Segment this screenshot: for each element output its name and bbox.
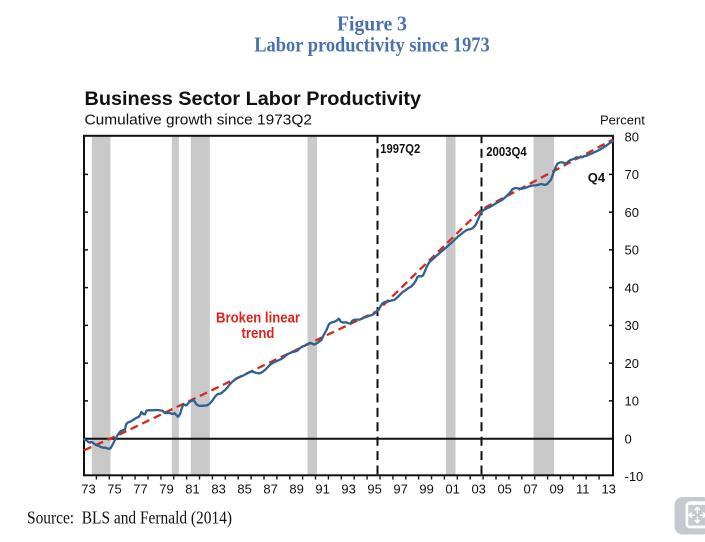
svg-text:1997Q2: 1997Q2 bbox=[380, 142, 420, 156]
svg-text:Labor productivity since 1973: Labor productivity since 1973 bbox=[254, 32, 490, 56]
svg-text:70: 70 bbox=[625, 167, 639, 182]
svg-text:91: 91 bbox=[315, 482, 329, 497]
svg-text:87: 87 bbox=[263, 482, 277, 497]
svg-text:Broken linear: Broken linear bbox=[216, 309, 300, 326]
svg-text:10: 10 bbox=[625, 394, 639, 409]
svg-text:60: 60 bbox=[625, 205, 639, 220]
svg-text:01: 01 bbox=[445, 482, 459, 497]
svg-text:75: 75 bbox=[107, 482, 121, 497]
svg-text:trend: trend bbox=[242, 325, 275, 342]
svg-text:80: 80 bbox=[625, 129, 639, 144]
svg-text:50: 50 bbox=[625, 243, 639, 258]
svg-text:79: 79 bbox=[159, 482, 173, 497]
svg-text:97: 97 bbox=[393, 482, 407, 497]
svg-text:95: 95 bbox=[367, 482, 381, 497]
svg-text:Q4: Q4 bbox=[588, 170, 606, 185]
svg-text:09: 09 bbox=[549, 482, 563, 497]
svg-text:05: 05 bbox=[497, 482, 511, 497]
svg-text:Cumulative growth since 1973Q2: Cumulative growth since 1973Q2 bbox=[85, 112, 313, 129]
svg-text:2003Q4: 2003Q4 bbox=[486, 145, 527, 159]
svg-text:Percent: Percent bbox=[600, 113, 645, 128]
svg-text:40: 40 bbox=[625, 280, 639, 295]
svg-text:73: 73 bbox=[81, 482, 95, 497]
svg-text:85: 85 bbox=[237, 482, 251, 497]
svg-text:11: 11 bbox=[576, 482, 590, 497]
svg-text:0: 0 bbox=[625, 431, 632, 446]
svg-text:-10: -10 bbox=[625, 469, 644, 484]
svg-text:93: 93 bbox=[341, 482, 355, 497]
svg-text:13: 13 bbox=[601, 482, 615, 497]
svg-text:77: 77 bbox=[133, 482, 147, 497]
svg-text:81: 81 bbox=[185, 482, 199, 497]
svg-text:99: 99 bbox=[419, 482, 433, 497]
svg-text:Source: BLS and Fernald (2014: Source: BLS and Fernald (2014) bbox=[27, 508, 232, 529]
svg-text:Figure 3: Figure 3 bbox=[337, 12, 407, 36]
svg-text:Business Sector Labor Producti: Business Sector Labor Productivity bbox=[85, 88, 422, 110]
svg-text:20: 20 bbox=[625, 356, 639, 371]
svg-text:07: 07 bbox=[523, 482, 537, 497]
svg-text:89: 89 bbox=[289, 482, 303, 497]
svg-text:83: 83 bbox=[211, 482, 225, 497]
svg-text:30: 30 bbox=[625, 318, 639, 333]
svg-text:03: 03 bbox=[471, 482, 485, 497]
